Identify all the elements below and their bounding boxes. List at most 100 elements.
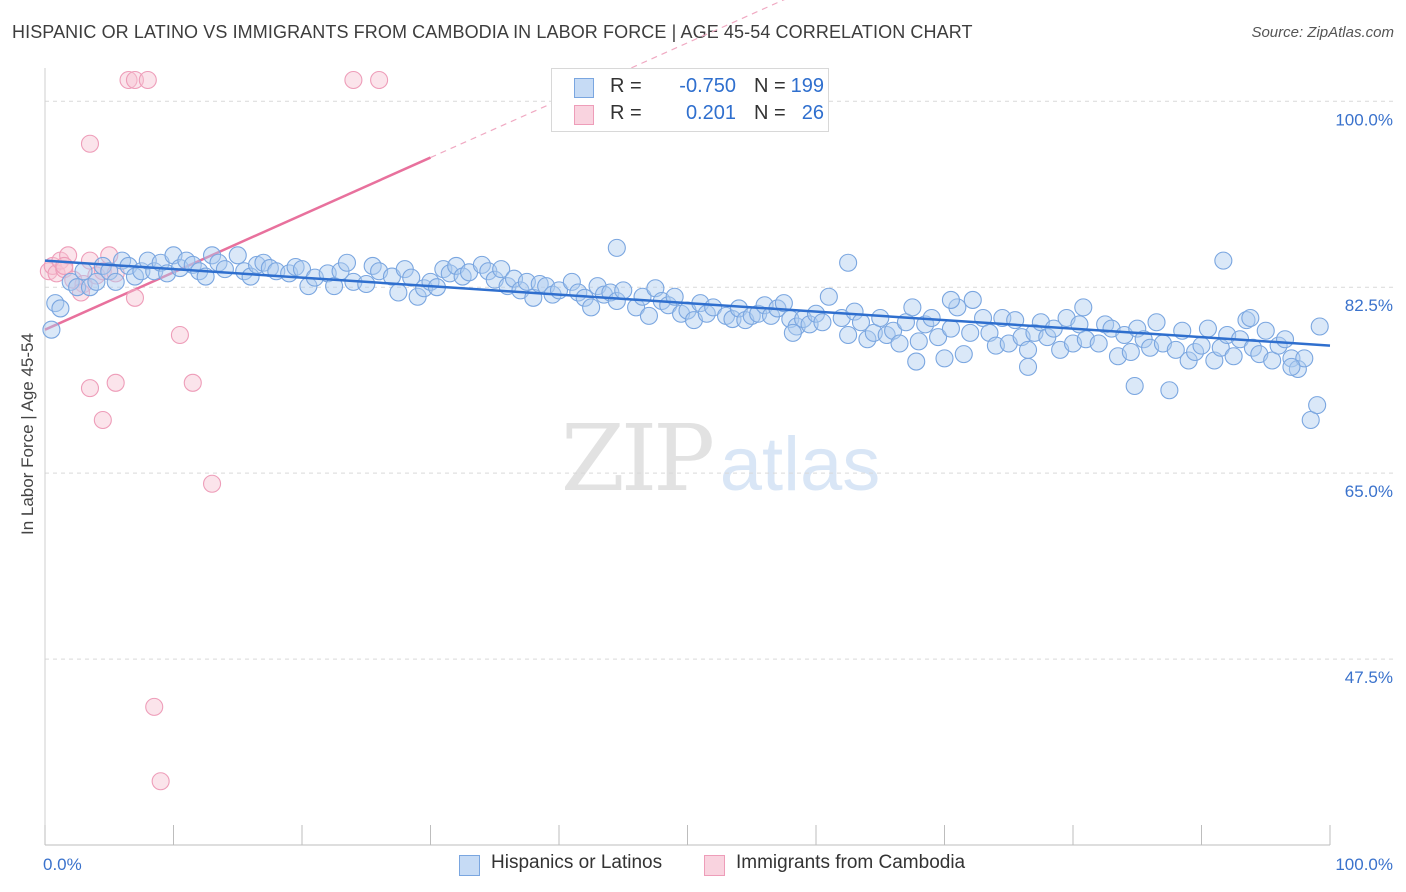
legend-n-label: N = — [754, 102, 786, 124]
cambodia-point — [370, 70, 389, 90]
hispanic-point — [1224, 347, 1243, 366]
y-tick-label: 82.5% — [1345, 296, 1393, 315]
hispanic-point — [890, 334, 909, 353]
hispanic-point — [1018, 357, 1038, 376]
y-tick-label: 65.0% — [1345, 482, 1393, 501]
y-tick-label: 47.5% — [1345, 668, 1393, 687]
hispanic-point — [1147, 313, 1166, 332]
hispanic-point — [42, 320, 61, 339]
hispanic-point — [1074, 298, 1093, 317]
hispanic-point — [839, 253, 858, 272]
hispanic-point — [228, 246, 247, 265]
legend-n-value: 199 — [790, 75, 824, 97]
hispanic-point — [1166, 340, 1185, 359]
hispanic-point — [1282, 357, 1301, 376]
hispanic-point — [1256, 321, 1275, 340]
y-tick-labels: 47.5% 65.0% 82.5% 100.0% — [1335, 110, 1393, 687]
hispanic-point — [1241, 308, 1260, 328]
x-tick-labels: 0.0% 100.0% — [43, 855, 1393, 874]
hispanic-point — [607, 238, 626, 257]
hispanic-point — [783, 323, 802, 342]
hispanic-point — [903, 298, 922, 317]
cambodia-point — [151, 772, 170, 791]
cambodia-point — [80, 134, 100, 153]
cambodia-point — [170, 325, 189, 345]
legend-label: Immigrants from Cambodia — [736, 852, 966, 873]
legend-r-value: 0.201 — [685, 102, 736, 124]
hispanic-point — [858, 330, 877, 349]
hispanic-point — [203, 246, 222, 265]
hispanic-point — [909, 332, 928, 351]
hispanic-point — [51, 299, 70, 318]
legend-n-label: N = — [754, 75, 786, 97]
hispanic-point — [1018, 340, 1038, 359]
hispanic-point — [562, 272, 581, 291]
cambodia-point — [138, 70, 157, 90]
hispanic-point — [954, 345, 973, 364]
hispanic-point — [46, 294, 65, 313]
hispanic-point — [935, 349, 954, 368]
hispanic-trend-line — [44, 259, 1331, 347]
hispanic-point — [723, 310, 742, 329]
hispanic-point — [1121, 342, 1140, 362]
hispanic-point — [68, 278, 87, 297]
hispanic-point — [1288, 359, 1307, 379]
hispanic-point — [1275, 330, 1295, 349]
series-legend: Hispanics or Latinos Immigrants from Cam… — [0, 852, 1406, 878]
hispanic-point — [963, 290, 982, 309]
hispanic-point — [286, 257, 305, 277]
hispanic-point — [929, 328, 948, 347]
hispanic-point — [871, 308, 890, 328]
x-tick-label: 100.0% — [1335, 855, 1393, 874]
hispanic-point — [1310, 317, 1329, 336]
hispanic-point — [774, 294, 793, 313]
cambodia-point — [93, 410, 112, 430]
hispanic-point — [215, 260, 234, 279]
hispanic-point — [1295, 349, 1314, 368]
legend-swatch-blue — [574, 78, 594, 98]
hispanic-point — [845, 302, 864, 321]
correlation-legend: R = -0.750 N = 199 R = 0.201 N = 26 — [551, 68, 829, 132]
cambodia-point — [183, 373, 202, 392]
cambodia-point — [125, 70, 144, 90]
hispanic-point — [948, 298, 967, 317]
hispanic-point — [907, 352, 926, 371]
hispanic-point — [614, 281, 633, 300]
hispanic-point — [106, 272, 125, 291]
hispanic-point — [337, 253, 357, 272]
legend-swatch-blue — [459, 855, 480, 876]
hispanic-point — [1301, 410, 1320, 430]
hispanic-point — [1308, 396, 1327, 415]
hispanic-point — [87, 272, 106, 291]
legend-n-value: 26 — [801, 102, 824, 124]
legend-r-value: -0.750 — [679, 75, 736, 97]
hispanic-point — [1089, 334, 1108, 353]
y-tick-label: 100.0% — [1335, 110, 1393, 129]
hispanic-point — [492, 260, 511, 279]
legend-swatch-pink — [574, 105, 594, 125]
hispanic-point — [704, 298, 723, 317]
hispanic-point — [941, 290, 960, 309]
hispanic-point — [100, 262, 119, 281]
hispanic-point — [389, 283, 408, 302]
x-tick-label: 0.0% — [43, 855, 82, 874]
trend-lines — [44, 0, 785, 331]
hispanic-point — [1263, 351, 1282, 370]
cambodia-point — [125, 288, 144, 307]
cambodia-point — [145, 697, 164, 716]
hispanic-point — [1198, 319, 1217, 338]
cambodia-point — [59, 246, 78, 265]
watermark-zip: ZIP — [561, 405, 712, 512]
cambodia-point — [80, 379, 100, 398]
hispanic-point — [472, 255, 491, 274]
hispanic-point — [402, 268, 421, 287]
hispanic-point — [941, 319, 960, 338]
watermark-atlas: atlas — [720, 422, 881, 507]
hispanic-point — [357, 274, 376, 294]
cambodia-point — [55, 256, 74, 275]
series-cambodia-points — [39, 70, 389, 791]
watermark: ZIP atlas — [561, 405, 880, 512]
hispanic-point — [1160, 381, 1179, 400]
hispanic-point — [1214, 251, 1233, 270]
